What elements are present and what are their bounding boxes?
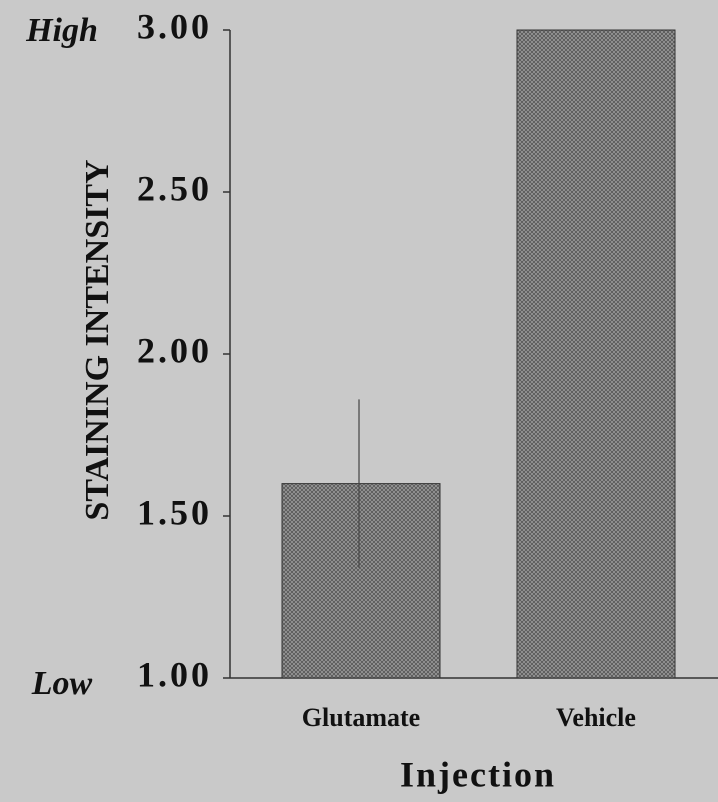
bar [516,29,676,679]
y-axis-label: STAINING INTENSITY [79,159,116,520]
y-tick-label: 3.00 [137,6,212,46]
x-tick-label: Vehicle [556,703,636,732]
annotation-high: High [25,12,98,49]
y-tick-label: 2.00 [137,330,212,370]
x-axis-label: Injection [400,754,556,794]
y-tick-label: 1.50 [137,492,212,532]
bar [281,483,441,679]
y-tick-label: 1.00 [137,654,212,694]
x-tick-label: Glutamate [302,703,420,732]
annotation-low: Low [31,665,93,702]
y-tick-label: 2.50 [137,168,212,208]
